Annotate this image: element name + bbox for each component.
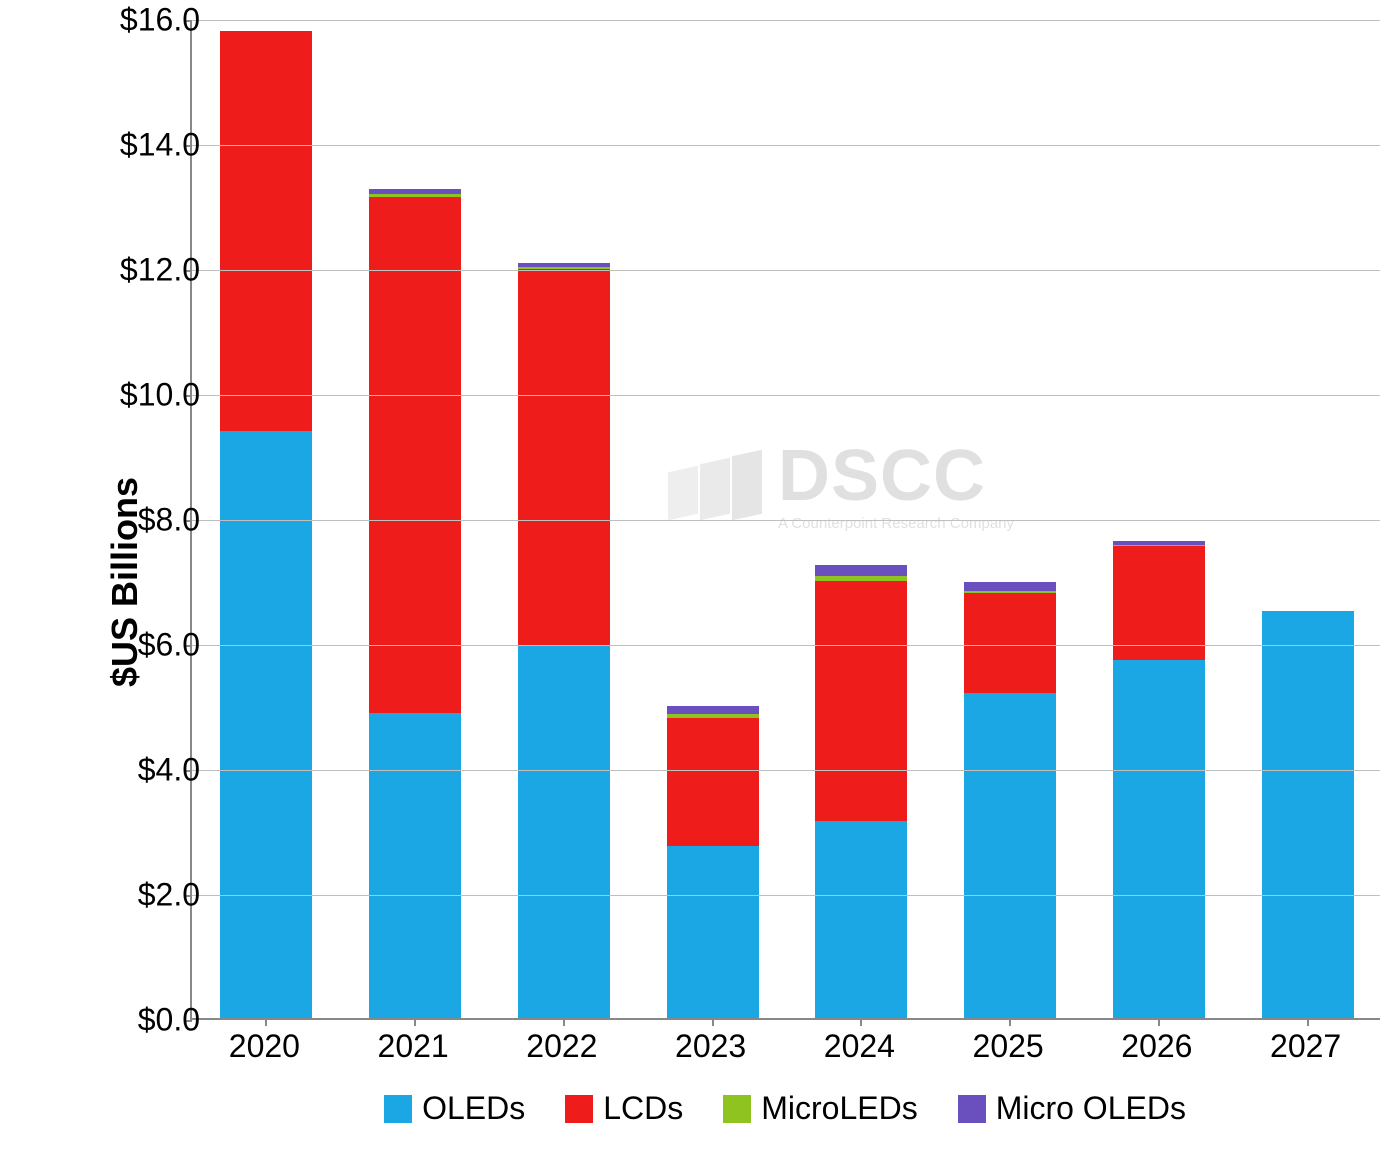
- gridline: [192, 145, 1380, 146]
- legend-swatch-lcds: [565, 1095, 593, 1123]
- legend-item-microleds: MicroLEDs: [723, 1090, 917, 1127]
- chart-container: $US Billions DSCC A Counterpoint Researc…: [0, 0, 1400, 1163]
- bar-segment-micro_oleds: [815, 565, 907, 576]
- bar-segment-oleds: [518, 646, 610, 1018]
- bar-segment-lcds: [518, 269, 610, 646]
- bar-segment-lcds: [1113, 546, 1205, 660]
- bar-group: [1262, 18, 1354, 1018]
- y-tick-label: $12.0: [80, 252, 200, 289]
- legend: OLEDs LCDs MicroLEDs Micro OLEDs: [190, 1090, 1380, 1127]
- bar-group: [220, 18, 312, 1018]
- legend-label: LCDs: [603, 1090, 683, 1127]
- y-tick-label: $2.0: [80, 877, 200, 914]
- y-tick-label: $6.0: [80, 627, 200, 664]
- x-tick-mark: [414, 1018, 416, 1026]
- x-tick-mark: [563, 1018, 565, 1026]
- bar-segment-oleds: [369, 713, 461, 1018]
- x-tick-label: 2020: [229, 1028, 300, 1065]
- x-tick-mark: [1009, 1018, 1011, 1026]
- x-tick-label: 2027: [1270, 1028, 1341, 1065]
- bar-segment-micro_oleds: [1113, 541, 1205, 545]
- legend-item-oleds: OLEDs: [384, 1090, 525, 1127]
- gridline: [192, 270, 1380, 271]
- bar-segment-oleds: [815, 821, 907, 1018]
- bar-segment-microleds: [518, 267, 610, 270]
- legend-item-lcds: LCDs: [565, 1090, 683, 1127]
- bar-group: [964, 18, 1056, 1018]
- x-tick-label: 2026: [1121, 1028, 1192, 1065]
- bar-segment-micro_oleds: [518, 263, 610, 267]
- legend-item-micro_oleds: Micro OLEDs: [958, 1090, 1186, 1127]
- bar-segment-lcds: [369, 197, 461, 713]
- bar-group: [1113, 18, 1205, 1018]
- legend-label: Micro OLEDs: [996, 1090, 1186, 1127]
- legend-swatch-microleds: [723, 1095, 751, 1123]
- bar-segment-microleds: [369, 194, 461, 197]
- y-tick-label: $4.0: [80, 752, 200, 789]
- bar-group: [667, 18, 759, 1018]
- gridline: [192, 770, 1380, 771]
- bar-segment-microleds: [667, 714, 759, 718]
- legend-swatch-oleds: [384, 1095, 412, 1123]
- bar-segment-oleds: [220, 431, 312, 1019]
- bar-segment-oleds: [1262, 611, 1354, 1019]
- bar-segment-microleds: [964, 591, 1056, 593]
- bar-segment-oleds: [1113, 660, 1205, 1018]
- x-tick-mark: [860, 1018, 862, 1026]
- gridline: [192, 520, 1380, 521]
- bar-segment-oleds: [964, 693, 1056, 1018]
- x-tick-label: 2023: [675, 1028, 746, 1065]
- x-tick-label: 2022: [526, 1028, 597, 1065]
- x-tick-mark: [265, 1018, 267, 1026]
- gridline: [192, 20, 1380, 21]
- legend-label: OLEDs: [422, 1090, 525, 1127]
- bar-group: [518, 18, 610, 1018]
- bar-segment-oleds: [667, 846, 759, 1018]
- bars-layer: [192, 20, 1380, 1018]
- bar-segment-microleds: [1113, 545, 1205, 546]
- bar-segment-lcds: [220, 31, 312, 431]
- bar-segment-lcds: [667, 718, 759, 846]
- y-tick-label: $0.0: [80, 1002, 200, 1039]
- y-tick-label: $10.0: [80, 377, 200, 414]
- bar-group: [369, 18, 461, 1018]
- y-tick-label: $8.0: [80, 502, 200, 539]
- x-tick-label: 2024: [824, 1028, 895, 1065]
- bar-segment-micro_oleds: [369, 189, 461, 194]
- y-tick-label: $14.0: [80, 127, 200, 164]
- x-tick-label: 2025: [973, 1028, 1044, 1065]
- x-tick-mark: [1307, 1018, 1309, 1026]
- gridline: [192, 895, 1380, 896]
- bar-segment-micro_oleds: [964, 582, 1056, 591]
- bar-group: [815, 18, 907, 1018]
- plot-area: DSCC A Counterpoint Research Company: [190, 20, 1380, 1020]
- bar-segment-micro_oleds: [667, 706, 759, 715]
- y-tick-label: $16.0: [80, 2, 200, 39]
- x-tick-label: 2021: [378, 1028, 449, 1065]
- legend-swatch-micro_oleds: [958, 1095, 986, 1123]
- legend-label: MicroLEDs: [761, 1090, 917, 1127]
- bar-segment-lcds: [815, 581, 907, 822]
- bar-segment-lcds: [964, 593, 1056, 693]
- bar-segment-microleds: [815, 576, 907, 581]
- gridline: [192, 395, 1380, 396]
- gridline: [192, 645, 1380, 646]
- x-tick-mark: [712, 1018, 714, 1026]
- x-tick-mark: [1158, 1018, 1160, 1026]
